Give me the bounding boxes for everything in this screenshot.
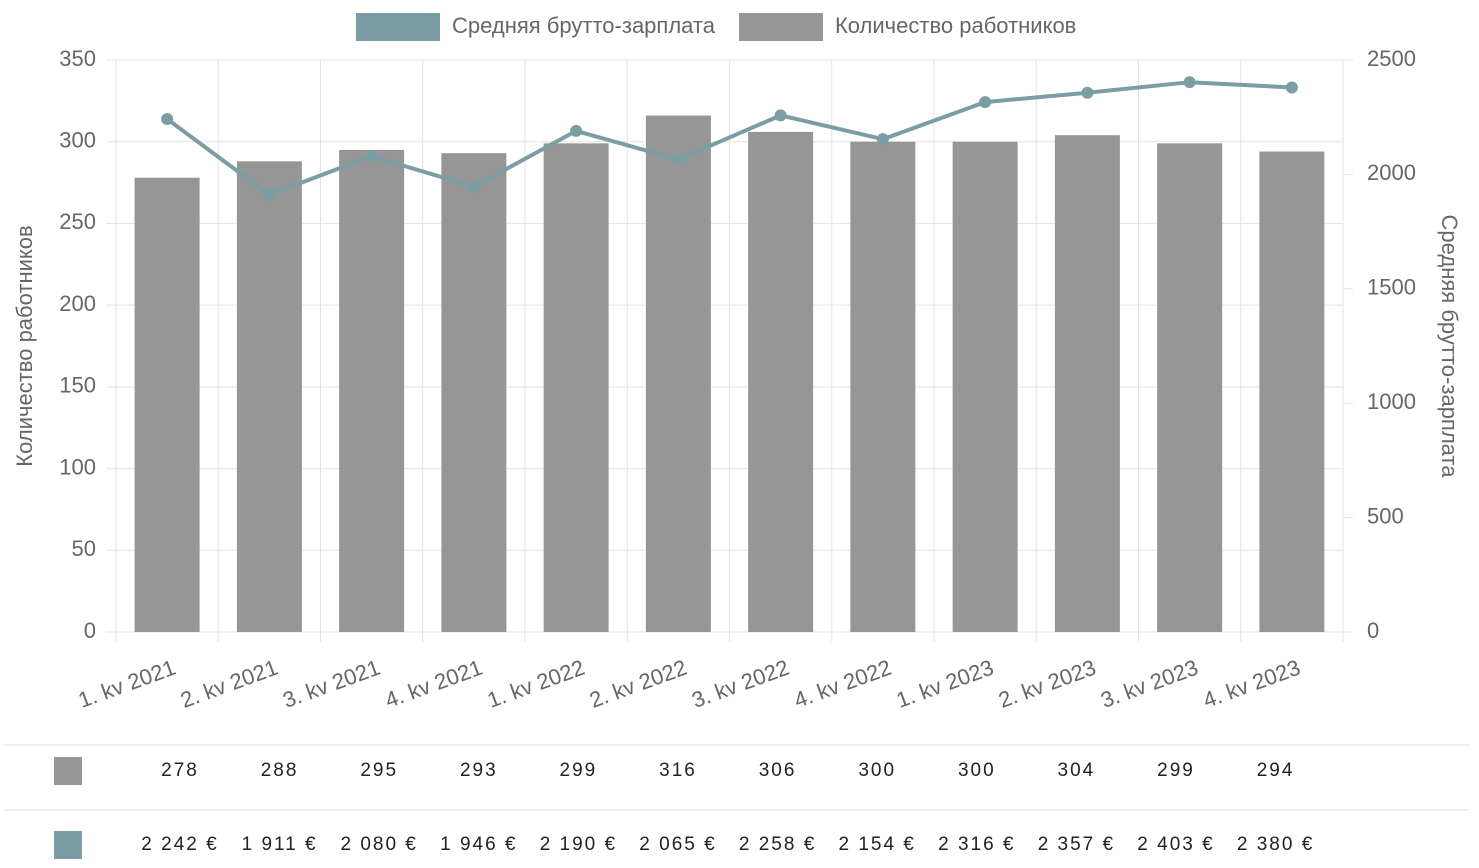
- table-cell: 295: [360, 760, 398, 781]
- table-cell: 278: [161, 760, 199, 781]
- table-cell: 2 357 €: [1038, 834, 1115, 855]
- y-axis-title: Количество работников: [12, 225, 37, 466]
- line-point: [876, 133, 889, 146]
- bar: [1157, 143, 1223, 632]
- bar: [339, 149, 405, 632]
- bar: [850, 141, 916, 632]
- table-cell: 2 242 €: [141, 834, 218, 855]
- bar: [952, 141, 1018, 632]
- y-tick-label: 100: [59, 454, 96, 479]
- bar: [543, 143, 609, 632]
- x-tick-label: 2. kv 2023: [995, 655, 1099, 713]
- table-cell: 304: [1058, 760, 1096, 781]
- table-cell: 1 911 €: [242, 834, 318, 855]
- line-point: [263, 188, 276, 201]
- y-tick-label: 350: [59, 46, 96, 71]
- table-swatch: [54, 831, 82, 859]
- x-tick-label: 3. kv 2021: [279, 655, 383, 713]
- line-point: [774, 109, 787, 122]
- y-tick-label: 0: [84, 618, 96, 643]
- y2-tick-label: 500: [1367, 503, 1404, 528]
- x-tick-label: 2. kv 2022: [586, 655, 690, 713]
- x-tick-label: 1. kv 2021: [75, 655, 179, 713]
- legend-swatch: [356, 13, 440, 41]
- table-cell: 306: [759, 760, 797, 781]
- y2-tick-label: 1000: [1367, 389, 1416, 414]
- bar: [441, 153, 507, 632]
- table-cell: 299: [560, 760, 598, 781]
- table-cell: 1 946 €: [440, 834, 517, 855]
- table-cell: 2 316 €: [938, 834, 1015, 855]
- line-point: [570, 124, 583, 137]
- table-cell: 294: [1257, 760, 1295, 781]
- table-swatch: [54, 757, 82, 785]
- y2-tick-label: 2000: [1367, 160, 1416, 185]
- table-cell: 293: [460, 760, 498, 781]
- x-tick-label: 2. kv 2021: [177, 655, 281, 713]
- legend-label: Количество работников: [835, 13, 1076, 38]
- table-cell: 2 065 €: [639, 834, 716, 855]
- table-cell: 2 380 €: [1237, 834, 1314, 855]
- x-tick-label: 3. kv 2022: [688, 655, 792, 713]
- line-point: [161, 113, 174, 126]
- x-tick-label: 1. kv 2022: [484, 655, 588, 713]
- y-tick-label: 300: [59, 128, 96, 153]
- table-cell: 2 403 €: [1137, 834, 1214, 855]
- line-point: [672, 153, 685, 166]
- table-cell: 316: [659, 760, 697, 781]
- x-tick-label: 4. kv 2022: [791, 655, 895, 713]
- table-cell: 299: [1157, 760, 1195, 781]
- table-cell: 300: [858, 760, 896, 781]
- y-tick-label: 50: [72, 536, 96, 561]
- y-tick-label: 250: [59, 209, 96, 234]
- y2-axis-title: Средняя брутто-зарплата: [1437, 215, 1462, 479]
- line-point: [1285, 81, 1298, 94]
- bar: [645, 115, 711, 632]
- legend-label: Средняя брутто-зарплата: [452, 13, 716, 38]
- table-cell: 288: [261, 760, 299, 781]
- bar: [236, 161, 302, 632]
- bar: [134, 177, 200, 632]
- line-point: [467, 180, 480, 193]
- x-tick-label: 1. kv 2023: [893, 655, 997, 713]
- y-tick-label: 150: [59, 373, 96, 398]
- x-tick-label: 3. kv 2023: [1097, 655, 1201, 713]
- y-tick-label: 200: [59, 291, 96, 316]
- table-cell: 300: [958, 760, 996, 781]
- table-cell: 2 080 €: [340, 834, 417, 855]
- table-cell: 2 154 €: [838, 834, 915, 855]
- line-point: [979, 96, 992, 109]
- x-tick-label: 4. kv 2023: [1200, 655, 1304, 713]
- y2-tick-label: 2500: [1367, 46, 1416, 71]
- table-cell: 2 190 €: [540, 834, 617, 855]
- line-point: [1081, 86, 1094, 99]
- table-cell: 2 258 €: [739, 834, 816, 855]
- line-point: [1183, 76, 1196, 89]
- bar: [1054, 135, 1120, 633]
- bar: [1259, 151, 1325, 632]
- x-tick-label: 4. kv 2021: [382, 655, 486, 713]
- y2-tick-label: 1500: [1367, 275, 1416, 300]
- legend-swatch: [738, 13, 823, 41]
- line: [165, 80, 1292, 198]
- line-point: [365, 150, 378, 163]
- y2-tick-label: 0: [1367, 618, 1379, 643]
- bar: [748, 131, 814, 632]
